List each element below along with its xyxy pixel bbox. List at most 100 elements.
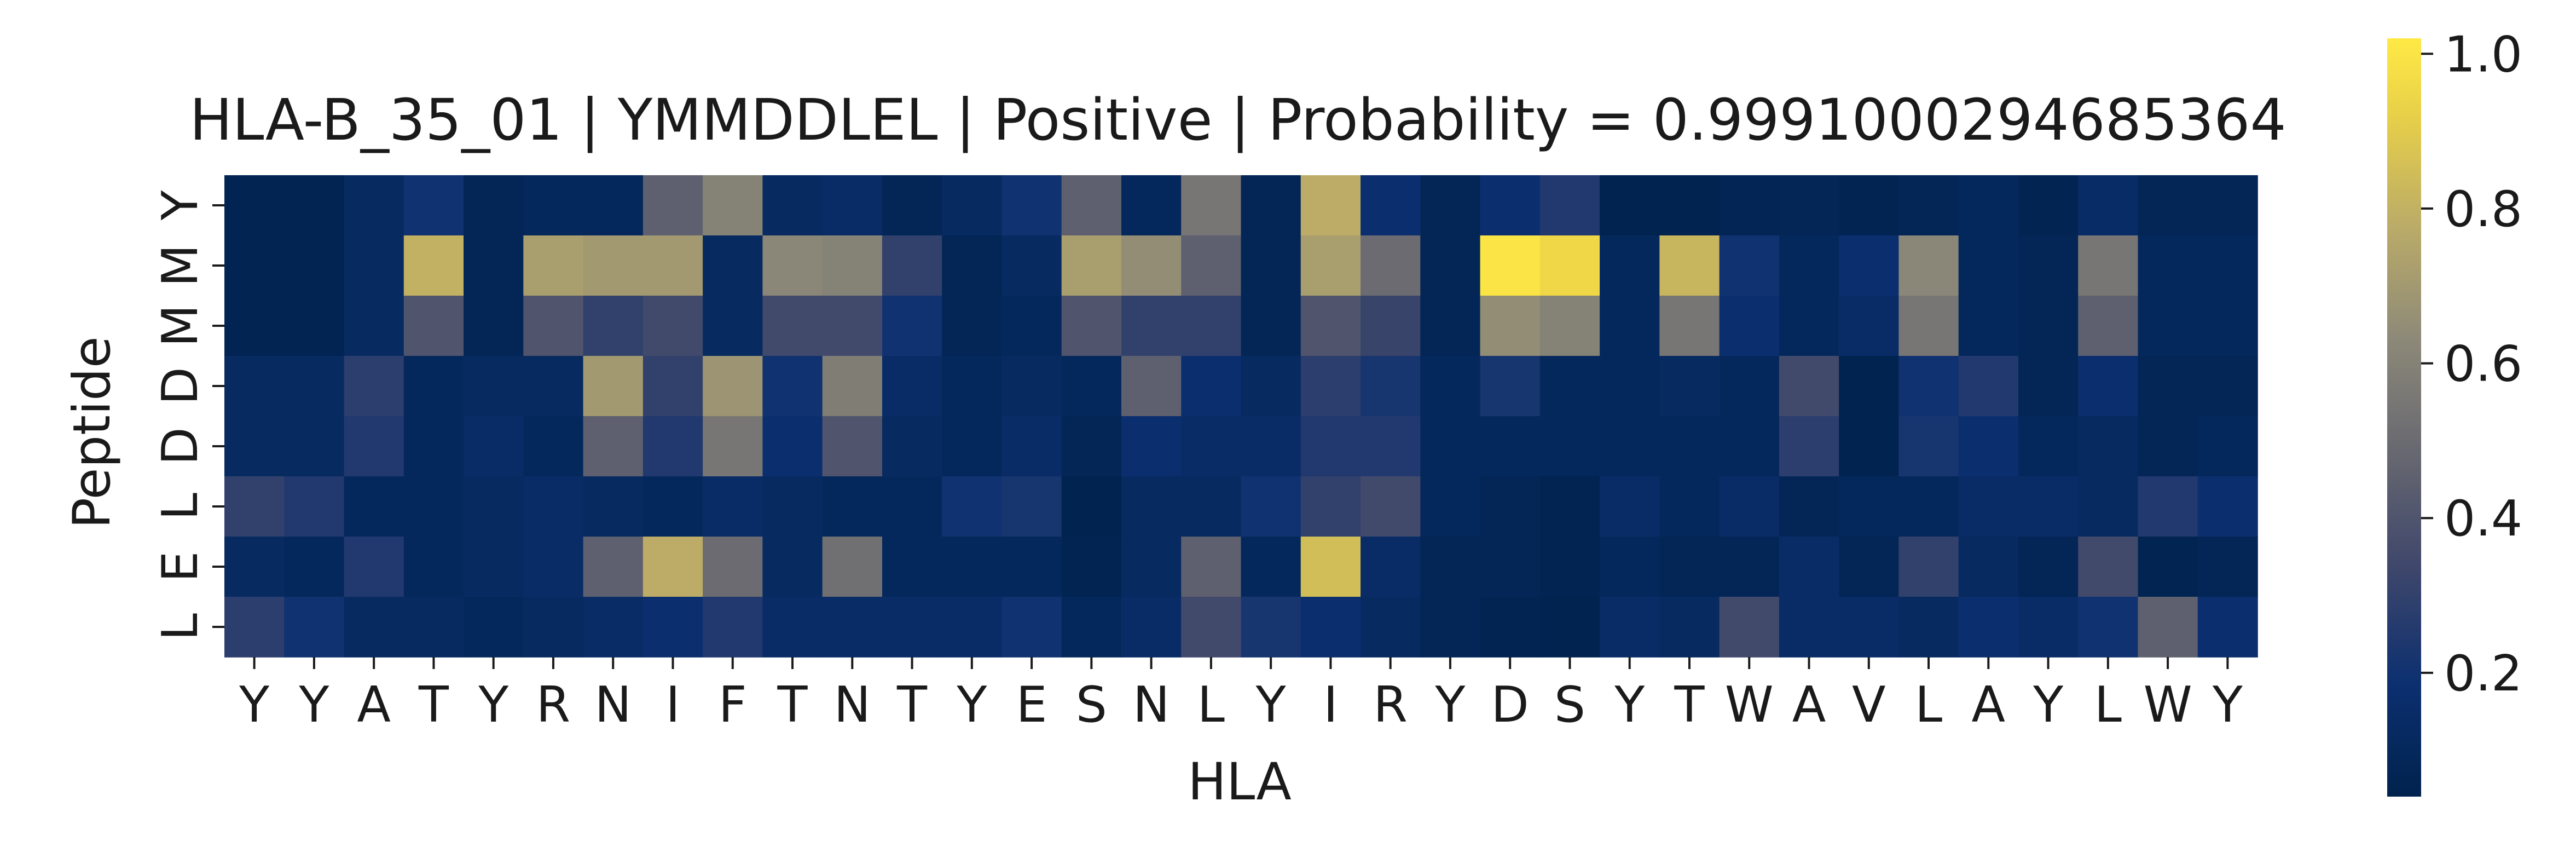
heatmap-cell	[1300, 296, 1361, 356]
heatmap-cell	[1539, 175, 1600, 236]
heatmap-cell	[2078, 537, 2139, 597]
heatmap-cell	[2197, 235, 2258, 296]
heatmap-cell	[464, 296, 524, 356]
heatmap-cell	[1958, 476, 2019, 537]
heatmap-cell	[1420, 537, 1481, 597]
heatmap-cell	[822, 597, 883, 658]
x-tick-label: T	[1674, 676, 1705, 734]
heatmap-cell	[523, 597, 584, 658]
heatmap-cell	[1361, 416, 1421, 477]
heatmap-cell	[2197, 416, 2258, 477]
heatmap-cell	[1002, 296, 1062, 356]
chart-title: HLA-B_35_01 | YMMDDLEL | Positive | Prob…	[189, 87, 2286, 153]
heatmap-cell	[1420, 296, 1481, 356]
heatmap-cell	[882, 537, 942, 597]
x-tick-label: E	[1016, 676, 1047, 734]
heatmap-cell	[1839, 356, 1900, 417]
heatmap-cell	[2018, 476, 2079, 537]
heatmap-cell	[284, 175, 345, 236]
heatmap-cell	[1420, 416, 1481, 477]
x-tick-label: Y	[239, 676, 270, 734]
heatmap-cell	[1958, 296, 2019, 356]
colorbar-tick-label: 1.0	[2444, 26, 2522, 83]
heatmap-cell	[642, 597, 703, 658]
heatmap-cell	[1839, 296, 1900, 356]
heatmap-cell	[1839, 416, 1900, 477]
x-tick-label: Y	[1434, 676, 1466, 734]
heatmap-cell	[2197, 356, 2258, 417]
x-tick-label: R	[1373, 676, 1408, 734]
heatmap-cell	[1539, 296, 1600, 356]
heatmap-cell	[1839, 537, 1900, 597]
heatmap-cell	[762, 296, 823, 356]
heatmap-cell	[1779, 356, 1839, 417]
heatmap-cell	[1719, 296, 1780, 356]
heatmap-cell	[1839, 235, 1900, 296]
heatmap-cell	[344, 416, 404, 477]
heatmap-cell	[703, 356, 763, 417]
heatmap-cell	[2078, 296, 2139, 356]
heatmap-cell	[403, 476, 464, 537]
heatmap-cell	[403, 537, 464, 597]
y-tick-label: Y	[152, 189, 209, 221]
x-tick-label: I	[665, 676, 680, 734]
heatmap-cell	[1361, 356, 1421, 417]
heatmap-cell	[1241, 296, 1301, 356]
heatmap-cell	[2197, 175, 2258, 236]
heatmap-cell	[703, 175, 763, 236]
heatmap-cell	[464, 476, 524, 537]
heatmap-cell	[1181, 175, 1242, 236]
heatmap-cell	[2078, 175, 2139, 236]
heatmap-cell	[523, 356, 584, 417]
colorbar	[2387, 38, 2421, 797]
heatmap-cell	[1181, 235, 1242, 296]
heatmap-cell	[1061, 235, 1122, 296]
heatmap-cell	[1002, 175, 1062, 236]
heatmap-cell	[1121, 416, 1182, 477]
heatmap-cell	[1300, 476, 1361, 537]
heatmap-cell	[1898, 416, 1959, 477]
y-axis-label: Peptide	[62, 336, 122, 528]
heatmap-cell	[1181, 537, 1242, 597]
heatmap-cell	[642, 296, 703, 356]
heatmap-cell	[882, 296, 942, 356]
heatmap-cell	[1002, 235, 1062, 296]
heatmap-cell	[224, 537, 285, 597]
heatmap-cell	[1659, 296, 1720, 356]
x-tick-label: R	[536, 676, 571, 734]
heatmap-cell	[464, 356, 524, 417]
heatmap-cell	[1719, 476, 1780, 537]
x-tick-label: Y	[956, 676, 987, 734]
heatmap-cell	[1241, 356, 1301, 417]
heatmap-cell	[642, 416, 703, 477]
heatmap-cell	[1300, 597, 1361, 658]
heatmap-cell	[942, 235, 1003, 296]
heatmap-cell	[762, 235, 823, 296]
heatmap-cell	[464, 175, 524, 236]
heatmap-cell	[1659, 597, 1720, 658]
heatmap-cell	[1659, 175, 1720, 236]
heatmap-cell	[1002, 356, 1062, 417]
y-tick-label: E	[152, 551, 209, 583]
heatmap-cell	[344, 235, 404, 296]
heatmap-cell	[1958, 597, 2019, 658]
heatmap-cell	[1002, 476, 1062, 537]
heatmap-cell	[882, 416, 942, 477]
heatmap-cell	[1600, 597, 1660, 658]
heatmap-cell	[2018, 356, 2079, 417]
heatmap-cell	[1241, 597, 1301, 658]
heatmap-cell	[1600, 537, 1660, 597]
heatmap-cell	[1898, 476, 1959, 537]
heatmap-cell	[703, 537, 763, 597]
heatmap-cell	[1300, 356, 1361, 417]
x-tick-label: A	[1972, 676, 2006, 734]
heatmap-cell	[762, 597, 823, 658]
heatmap-cell	[1241, 537, 1301, 597]
x-tick-label: S	[1076, 676, 1107, 734]
heatmap-cell	[464, 537, 524, 597]
heatmap-cell	[1898, 296, 1959, 356]
heatmap-cell	[1420, 597, 1481, 658]
heatmap-cell	[1958, 416, 2019, 477]
heatmap-cell	[1420, 235, 1481, 296]
heatmap-cell	[224, 175, 285, 236]
